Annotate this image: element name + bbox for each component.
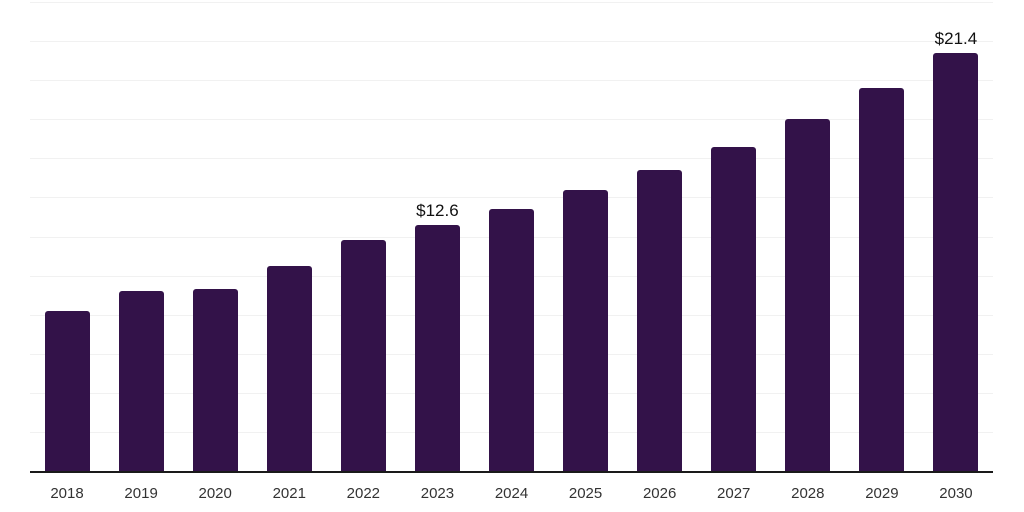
bar-2022[interactable] [340,240,386,471]
x-tick-label-2024: 2024 [494,485,529,502]
x-tick-label-2028: 2028 [791,485,825,502]
bar-2029[interactable] [859,87,905,471]
bar-2023[interactable] [414,224,460,471]
bar-2025[interactable] [563,189,609,471]
gridline-y-14 [30,197,993,199]
gridline-y-24 [30,2,993,3]
bar-2028[interactable] [785,119,831,471]
bar-2020[interactable] [192,289,238,471]
bar-2021[interactable] [266,265,312,471]
bar-2026[interactable] [637,170,683,471]
bar-2018[interactable] [44,310,90,471]
x-tick-label-2020: 2020 [198,485,232,502]
data-label-2030: $21.4 [934,28,978,48]
x-tick-label-2018: 2018 [50,485,84,502]
x-tick-label-2023: 2023 [420,485,455,502]
x-tick-label-2026: 2026 [642,485,677,502]
bar-2024[interactable] [489,209,534,471]
x-tick-label-2019: 2019 [124,485,158,502]
gridline-y-16 [30,158,993,160]
gridline-y-18 [30,119,993,121]
bar-2019[interactable] [118,291,164,471]
bar-2027[interactable] [711,146,757,471]
gridline-y-20 [30,80,993,82]
x-tick-label-2030: 2030 [939,485,973,502]
x-tick-label-2022: 2022 [346,485,381,502]
x-axis-line [30,471,993,473]
x-tick-label-2029: 2029 [865,485,899,502]
x-tick-label-2025: 2025 [568,485,603,502]
bar-2030[interactable] [933,52,979,471]
x-tick-label-2027: 2027 [717,485,751,502]
x-tick-label-2021: 2021 [272,485,306,502]
gridline-y-22 [30,41,993,43]
data-label-2023: $12.6 [416,200,459,220]
